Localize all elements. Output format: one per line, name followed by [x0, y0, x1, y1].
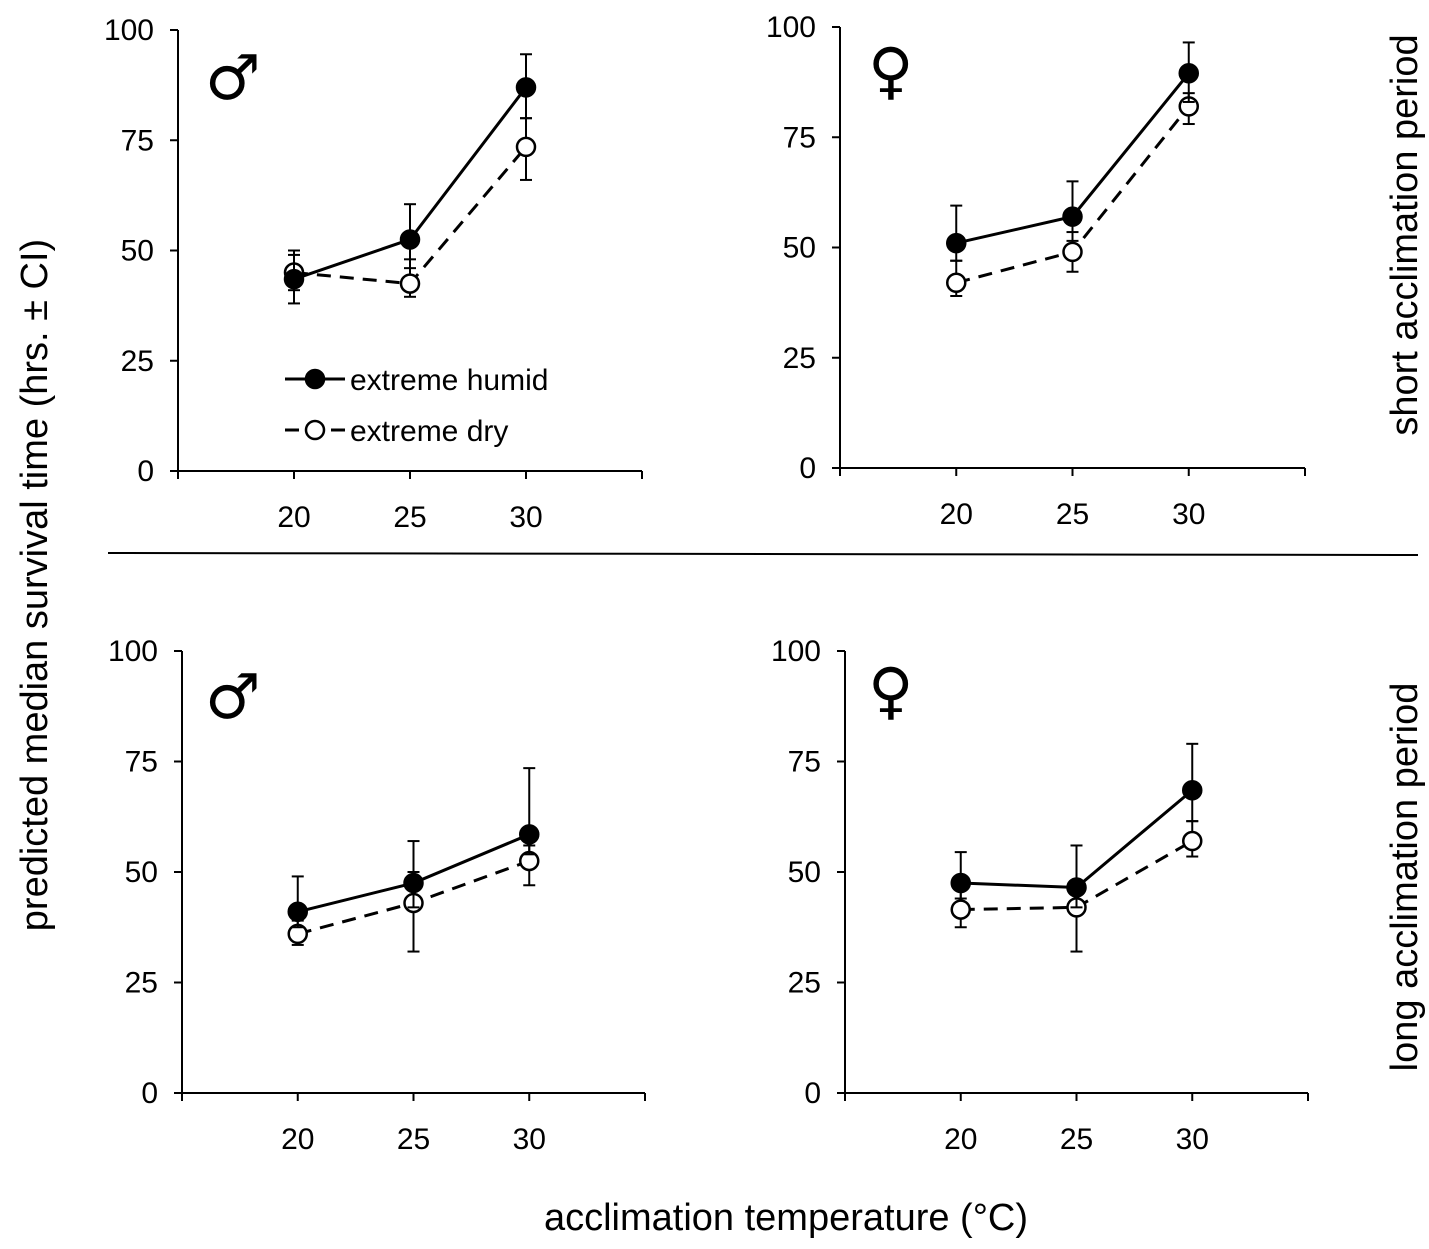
humid-point [519, 824, 540, 845]
y-tick-label: 100 [104, 14, 154, 47]
y-tick-label: 0 [799, 452, 816, 485]
female-symbol-icon: ♀ [868, 34, 913, 107]
legend-dry-marker [304, 419, 326, 441]
female-symbol-icon: ♀ [868, 654, 913, 727]
humid-point [946, 232, 967, 254]
dry-point [946, 272, 967, 294]
y-tick-label: 25 [121, 345, 154, 378]
dry-point [1062, 241, 1083, 263]
x-tick-label: 25 [1060, 1123, 1093, 1156]
humid-point [1178, 63, 1199, 84]
row-divider [107, 552, 1419, 556]
y-tick-label: 75 [125, 746, 158, 779]
humid-point [403, 872, 424, 894]
y-tick-label: 0 [137, 455, 154, 488]
humid-point [1062, 206, 1083, 227]
y-tick-label: 0 [804, 1077, 821, 1110]
male-symbol-icon: ♂ [205, 41, 261, 114]
x-tick-label: 20 [940, 498, 973, 531]
y-tick-label: 100 [771, 635, 821, 668]
y-tick-label: 50 [121, 235, 154, 268]
y-tick-label: 50 [788, 856, 821, 889]
y-tick-label: 0 [141, 1077, 158, 1110]
x-tick-label: 30 [1176, 1123, 1209, 1156]
x-tick-label: 20 [281, 1123, 314, 1156]
x-tick-label: 25 [1056, 498, 1089, 531]
dry-point [950, 899, 971, 920]
dry-point [1182, 830, 1203, 852]
x-tick-label: 25 [397, 1123, 430, 1156]
panel-female-long: 0 25 50 75 100 20 25 30 ♀ [771, 635, 1309, 1156]
series-extreme-humid [946, 41, 1199, 262]
series-extreme-humid [283, 53, 537, 305]
humid-point [1182, 779, 1203, 801]
panels: 0 25 50 75 100 20 25 30 ♂ 0 25 50 75 100 20 25 30 ♀ 0 25 50 7… [104, 11, 1309, 1156]
legend-dry-label: extreme dry [350, 415, 508, 448]
y-tick-label: 25 [788, 967, 821, 1000]
male-symbol-icon: ♂ [205, 660, 261, 733]
x-tick-label: 30 [509, 501, 542, 534]
x-tick-label: 30 [513, 1123, 546, 1156]
humid-point [399, 229, 421, 250]
legend-humid-marker [304, 368, 326, 390]
y-tick-label: 25 [783, 342, 816, 375]
legend: extreme humid extreme dry [285, 364, 548, 448]
panel-male-short: 0 25 50 75 100 20 25 30 ♂ [104, 14, 643, 534]
x-axis-title: acclimation temperature (°C) [544, 1197, 1028, 1239]
row-label-short: short acclimation period [1384, 34, 1426, 435]
y-tick-label: 75 [788, 746, 821, 779]
humid-point [950, 872, 971, 894]
y-tick-label: 50 [783, 232, 816, 265]
dry-point [515, 136, 537, 158]
series-extreme-humid [950, 742, 1203, 909]
x-tick-label: 20 [944, 1123, 977, 1156]
x-tick-label: 20 [277, 501, 310, 534]
y-tick-label: 50 [125, 856, 158, 889]
row-label-long: long acclimation period [1384, 683, 1426, 1072]
x-tick-label: 25 [393, 501, 426, 534]
y-tick-label: 25 [125, 967, 158, 1000]
legend-humid-label: extreme humid [350, 364, 548, 397]
dry-point [399, 273, 421, 294]
y-axis-title: predicted median survival time (hrs. ± C… [14, 239, 56, 931]
panel-female-short: 0 25 50 75 100 20 25 30 ♀ [766, 11, 1306, 531]
humid-point [1066, 877, 1087, 898]
panel-male-long: 0 25 50 75 100 20 25 30 ♂ [108, 635, 646, 1156]
y-tick-label: 75 [121, 124, 154, 157]
humid-point [515, 77, 537, 98]
humid-point [283, 268, 305, 290]
x-tick-label: 30 [1172, 498, 1205, 531]
y-tick-label: 100 [108, 635, 158, 668]
series-extreme-humid [287, 767, 540, 929]
humid-point [287, 901, 308, 923]
y-tick-label: 75 [783, 121, 816, 154]
y-tick-label: 100 [766, 11, 816, 44]
